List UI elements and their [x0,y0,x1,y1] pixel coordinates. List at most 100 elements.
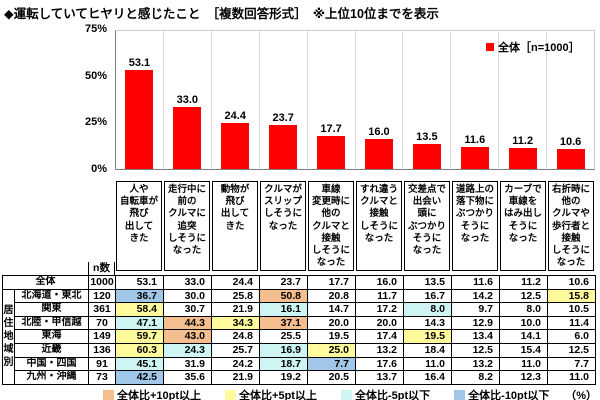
value-cell: 17.6 [355,356,404,372]
category-label: クルマが スリップ しそうに なった [260,181,306,271]
legend-item: 全体比+10pt以上 [103,387,201,400]
chart-column: 13.5 [403,31,452,169]
legend-item-label: 全体比-5pt以下 [354,390,431,400]
value-cell: 59.7 [115,329,164,344]
value-cell: 21.9 [211,302,260,317]
value-cell: 24.2 [211,356,260,372]
bar [508,148,537,169]
category-label: 人や 自転車が 飛び 出して きた [116,181,162,271]
row-label: 近畿 [14,342,89,358]
bar-value-label: 53.1 [128,56,151,69]
value-cell: 34.3 [211,315,260,331]
comparison-legend: 全体比+10pt以上 全体比+5pt以上 全体比-5pt以下 全体比-10pt以下 [103,387,549,400]
value-cell: 12.5 [451,342,500,358]
chart-column: 16.0 [356,31,404,169]
value-cell: 13.5 [403,275,452,290]
n-count-cell: 91 [88,356,116,372]
value-cell: 45.1 [115,356,164,372]
bar-value-label: 11.6 [464,134,486,147]
bar [317,135,346,169]
chart-column: 24.4 [212,31,260,169]
value-cell: 36.7 [115,288,164,304]
value-cell: 10.0 [499,315,548,331]
value-cell: 15.4 [499,342,548,358]
value-cell: 44.3 [163,315,212,331]
value-cell: 11.2 [499,275,548,290]
value-cell: 50.8 [259,288,308,304]
legend-swatch-icon [340,389,352,400]
value-cell: 30.7 [163,302,212,317]
value-cell: 23.7 [259,275,308,290]
n-count-cell: 120 [88,288,116,304]
value-cell: 21.9 [211,370,260,385]
chart-column: 11.6 [451,31,500,169]
value-cell: 11.4 [547,315,596,331]
value-cell: 19.5 [307,329,356,344]
value-cell: 18.4 [403,342,452,358]
value-cell: 43.0 [163,329,212,344]
y-tick-label: 75% [84,23,107,35]
value-cell: 13.2 [355,342,404,358]
value-cell: 20.8 [307,288,356,304]
value-cell: 58.4 [115,302,164,317]
row-label: 中国・四国 [14,356,89,372]
category-label: 道路上の 落下物に ぶつかり そうに なった [452,181,498,271]
n-count-header: n数 [88,262,115,275]
bar [364,139,393,169]
row-label: 北陸・甲信越 [14,315,89,331]
value-cell: 35.6 [163,370,212,385]
value-cell: 12.9 [451,315,500,331]
legend-item: 全体比-10pt以下 [454,387,549,400]
value-cell: 25.5 [259,329,308,344]
bar-value-label: 17.7 [320,122,342,135]
bar [221,123,250,169]
bar-value-label: 16.0 [368,126,390,139]
value-cell: 17.2 [355,302,404,317]
value-cell: 11.6 [451,275,500,290]
category-label: 車線 変更時に 他の クルマと 接触 しそうに なった [308,181,354,271]
y-tick-label: 0% [91,163,107,175]
value-cell: 60.3 [115,342,164,358]
value-cell: 16.4 [403,370,452,385]
value-cell: 16.7 [403,288,452,304]
region-data-table: 全体 1000 53.1 33.0 24.4 23.7 17.7 16.0 13.5 11.6 11… [2,275,596,385]
value-cell: 12.3 [499,370,548,385]
value-cell: 37.1 [259,315,308,331]
page-title: ◆運転していてヒヤリと感じたこと ［複数回答形式］ ※上位10位までを表示 [4,7,439,21]
value-cell: 15.8 [547,288,596,304]
value-cell: 8.2 [451,370,500,385]
value-cell: 9.7 [451,302,500,317]
value-cell: 14.2 [451,288,500,304]
value-cell: 8.0 [403,302,452,317]
value-cell: 17.7 [307,275,356,290]
category-label: カーブで 車線を はみ出し そうに なった [500,181,546,271]
value-cell: 53.1 [115,275,164,290]
table-row: 北陸・甲信越 70 47.1 44.3 34.3 37.1 20.0 20.0 14.3 12.9… [3,315,596,331]
value-cell: 47.1 [115,315,164,331]
category-label: すれ違う クルマと 接触 しそうに なった [356,181,402,271]
value-cell: 7.7 [547,356,596,372]
bar-value-label: 24.4 [224,110,246,123]
chart-column: 17.7 [308,31,356,169]
value-cell: 42.5 [115,370,164,385]
value-cell: 12.5 [547,342,596,358]
chart-column: 11.2 [499,31,548,169]
bar-value-label: 23.7 [272,111,294,124]
value-cell: 25.0 [307,342,356,358]
table-row: 近畿 136 60.3 24.3 25.7 16.9 25.0 13.2 18.4 12.5 15.… [3,342,596,358]
value-cell: 10.5 [547,302,596,317]
n-count-cell: 70 [88,315,116,331]
value-cell: 16.9 [259,342,308,358]
table-row: 九州・沖縄 73 42.5 35.6 21.9 19.2 20.5 13.7 16.4 8.2 12… [3,370,596,385]
bar-value-label: 13.5 [416,130,438,143]
legend-swatch-icon [454,389,466,400]
chart-column: 33.0 [164,31,212,169]
legend-red-square-icon [486,43,494,51]
group-label: 居 住 地 域 別 [2,288,15,385]
value-cell: 30.0 [163,288,212,304]
value-cell: 11.0 [499,356,548,372]
value-cell: 24.4 [211,275,260,290]
bar-value-label: 10.6 [559,136,582,149]
legend-item-label: 全体比-10pt以下 [468,390,550,400]
